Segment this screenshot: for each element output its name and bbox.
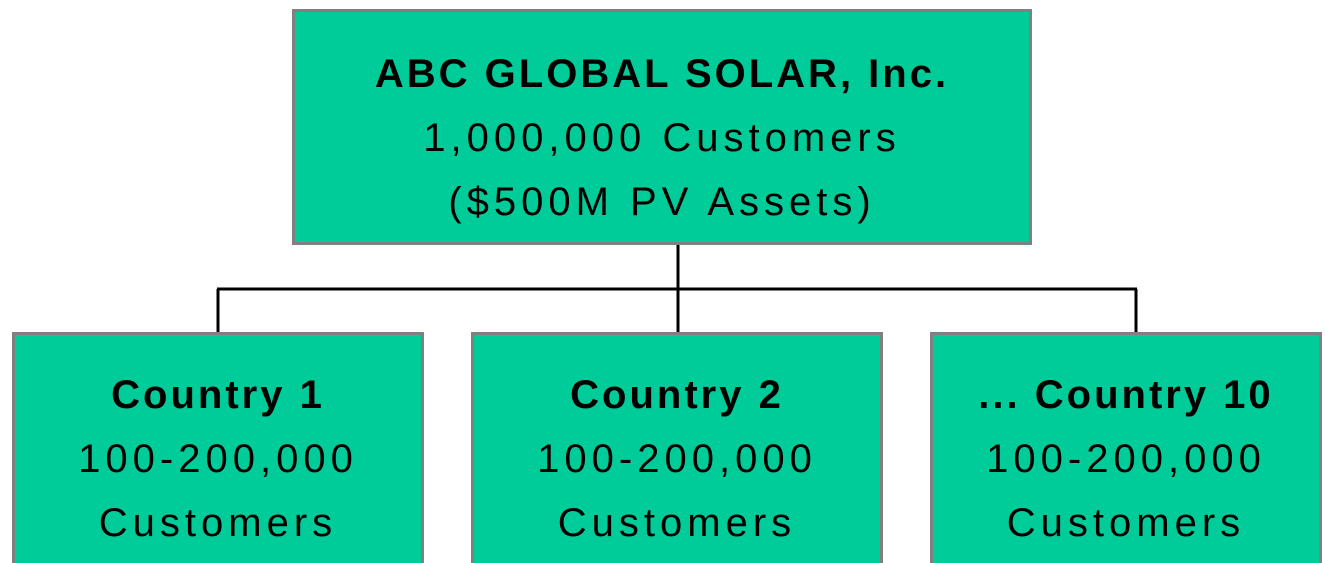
node-line: Customers — [1006, 501, 1246, 545]
root-node: ABC GLOBAL SOLAR, Inc. 1,000,000 Custome… — [292, 9, 1032, 245]
node-line: 1,000,000 Customers — [423, 116, 901, 160]
child-node: Country 1 100-200,000 Customers — [12, 332, 424, 563]
child-node: Country 2 100-200,000 Customers — [471, 332, 883, 563]
node-line: ($500M PV Assets) — [448, 180, 876, 224]
node-title: Country 2 — [570, 373, 784, 417]
node-line: 100-200,000 — [78, 437, 358, 481]
node-line: 100-200,000 — [537, 437, 817, 481]
node-line: Customers — [557, 501, 797, 545]
node-line: 100-200,000 — [986, 437, 1266, 481]
child-node: ... Country 10 100-200,000 Customers — [930, 332, 1322, 563]
node-title: Country 1 — [111, 373, 325, 417]
node-line: Customers — [98, 501, 338, 545]
node-title: ... Country 10 — [978, 373, 1274, 417]
node-title: ABC GLOBAL SOLAR, Inc. — [374, 52, 950, 96]
